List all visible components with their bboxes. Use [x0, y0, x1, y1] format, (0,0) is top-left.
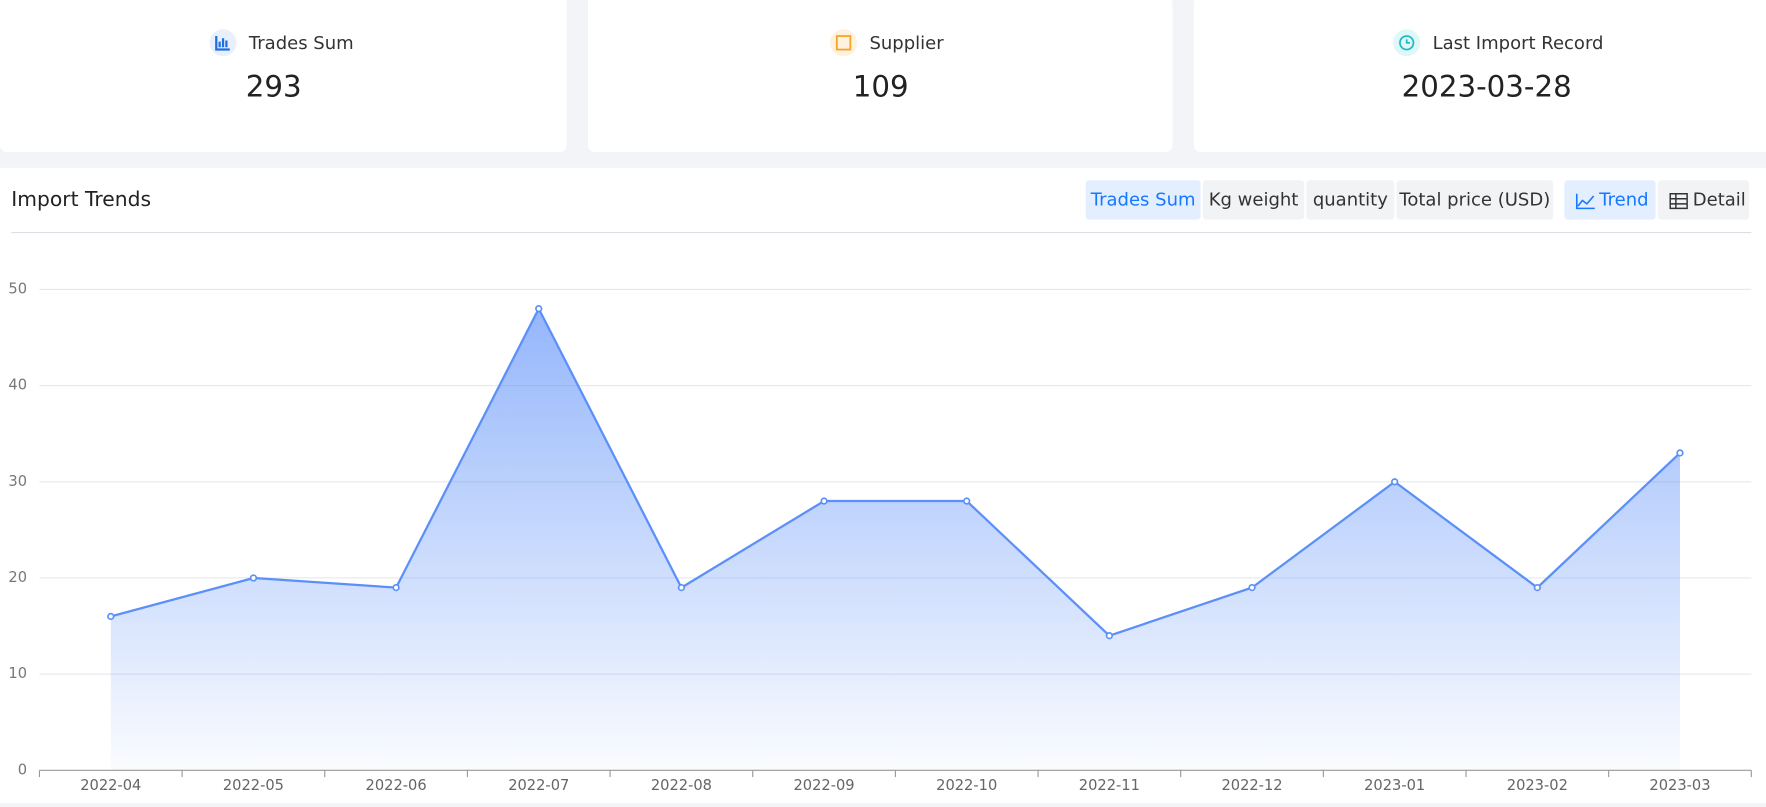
x-tick-label: 2022-06 — [366, 777, 427, 794]
trend-icon — [1575, 193, 1595, 210]
x-tick-label: 2022-05 — [223, 777, 284, 794]
card-icon — [830, 29, 858, 57]
x-tick-label: 2023-03 — [1649, 777, 1710, 794]
x-tick-label: 2022-04 — [80, 777, 141, 794]
card-value: 293 — [246, 69, 302, 103]
point — [1105, 632, 1114, 640]
view-button-label[interactable]: Detail — [1693, 189, 1746, 210]
card — [0, 0, 567, 153]
chart-title: Import Trends — [11, 187, 151, 211]
view-button[interactable] — [1564, 180, 1656, 220]
point — [107, 612, 115, 621]
metric-tab-label[interactable]: Total price (USD) — [1398, 189, 1550, 210]
point — [1391, 478, 1399, 486]
card-label: Last Import Record — [1433, 33, 1604, 54]
card-value: 109 — [853, 69, 909, 103]
card-value: 2023-03-28 — [1402, 69, 1572, 103]
y-tick-label: 50 — [8, 280, 27, 297]
metric-tab-label[interactable]: Kg weight — [1209, 189, 1299, 210]
x-tick-label: 2022-10 — [936, 777, 997, 794]
x-tick-label: 2022-11 — [1079, 777, 1140, 794]
x-tick-label: 2022-09 — [794, 777, 855, 794]
metric-tab[interactable] — [1396, 180, 1554, 220]
y-tick-label: 0 — [18, 761, 27, 778]
area — [110, 308, 1680, 771]
y-tick-label: 20 — [8, 569, 27, 586]
point — [249, 574, 258, 582]
point — [1248, 583, 1256, 592]
point — [1533, 583, 1541, 592]
card-icon — [835, 35, 852, 51]
y-tick-label: 40 — [8, 377, 27, 394]
metric-tab[interactable] — [1202, 180, 1305, 220]
line — [110, 306, 1681, 637]
point — [535, 305, 543, 313]
x-tick-label: 2022-07 — [508, 777, 569, 794]
card — [587, 0, 1173, 153]
card-label: Supplier — [869, 33, 944, 54]
point — [820, 497, 828, 505]
point — [963, 497, 971, 505]
point — [1676, 449, 1684, 457]
x-tick-label: 2022-12 — [1221, 777, 1282, 794]
metric-tab-label[interactable]: Trades Sum — [1090, 189, 1196, 210]
x-tick-label: 2022-08 — [651, 777, 712, 794]
y-tick-label: 30 — [8, 473, 27, 490]
card-icon — [215, 36, 230, 51]
metric-tab-label[interactable]: quantity — [1313, 189, 1388, 210]
view-button-label[interactable]: Trend — [1598, 189, 1648, 210]
point — [392, 583, 400, 592]
point — [677, 583, 686, 592]
card — [1193, 0, 1766, 153]
card-label: Trades Sum — [248, 33, 354, 54]
x-tick-label: 2023-01 — [1364, 777, 1425, 794]
card-icon — [1399, 35, 1415, 51]
metric-tab[interactable] — [1085, 180, 1201, 220]
metric-tab[interactable] — [1306, 180, 1395, 220]
view-button[interactable] — [1657, 180, 1750, 220]
table-icon — [1669, 192, 1688, 210]
card-icon — [1405, 39, 1411, 44]
y-tick-label: 10 — [8, 665, 27, 682]
x-tick-label: 2023-02 — [1507, 777, 1568, 794]
